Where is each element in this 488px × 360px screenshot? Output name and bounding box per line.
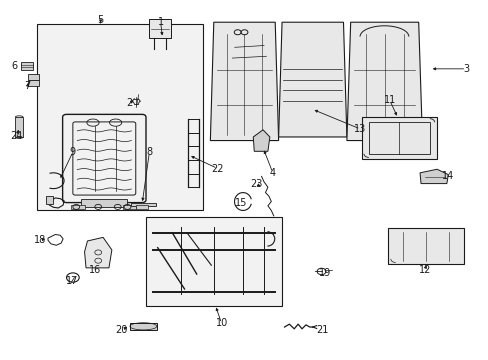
Polygon shape xyxy=(278,22,346,137)
Text: 15: 15 xyxy=(234,198,247,208)
Text: 17: 17 xyxy=(65,276,78,287)
Text: 20: 20 xyxy=(115,325,127,334)
Text: 21: 21 xyxy=(316,325,328,335)
Bar xyxy=(71,205,85,209)
Text: 22: 22 xyxy=(211,163,224,174)
Bar xyxy=(136,205,148,210)
Polygon shape xyxy=(84,237,112,268)
Text: 23: 23 xyxy=(249,179,262,189)
Bar xyxy=(131,203,156,206)
Text: 19: 19 xyxy=(318,268,330,278)
Bar xyxy=(149,19,171,39)
Text: 12: 12 xyxy=(418,265,430,275)
Bar xyxy=(368,122,429,154)
Text: 2: 2 xyxy=(126,98,132,108)
Bar xyxy=(28,80,39,86)
Bar xyxy=(37,24,203,211)
Bar xyxy=(130,323,157,330)
Text: 5: 5 xyxy=(97,15,103,25)
Text: 1: 1 xyxy=(157,17,163,27)
Bar xyxy=(146,217,281,306)
Text: 7: 7 xyxy=(24,81,31,91)
Bar xyxy=(387,228,463,264)
Text: 6: 6 xyxy=(11,61,18,71)
Text: 14: 14 xyxy=(441,171,453,181)
Text: 10: 10 xyxy=(215,319,227,328)
Text: 11: 11 xyxy=(383,95,395,105)
Bar xyxy=(15,117,23,137)
Bar xyxy=(28,74,39,80)
Bar xyxy=(81,199,127,207)
Bar xyxy=(122,205,136,209)
Text: 18: 18 xyxy=(34,235,46,245)
Polygon shape xyxy=(419,169,447,184)
Text: 8: 8 xyxy=(146,147,152,157)
Polygon shape xyxy=(210,22,278,140)
Bar xyxy=(361,117,436,159)
Text: 9: 9 xyxy=(70,147,76,157)
Text: 24: 24 xyxy=(11,131,23,141)
Polygon shape xyxy=(253,130,269,151)
Text: 16: 16 xyxy=(88,265,101,275)
Text: 4: 4 xyxy=(269,168,275,178)
Polygon shape xyxy=(346,22,422,140)
Bar xyxy=(21,62,33,69)
Text: 3: 3 xyxy=(462,64,468,74)
Bar xyxy=(45,197,53,204)
Text: 13: 13 xyxy=(354,124,366,134)
